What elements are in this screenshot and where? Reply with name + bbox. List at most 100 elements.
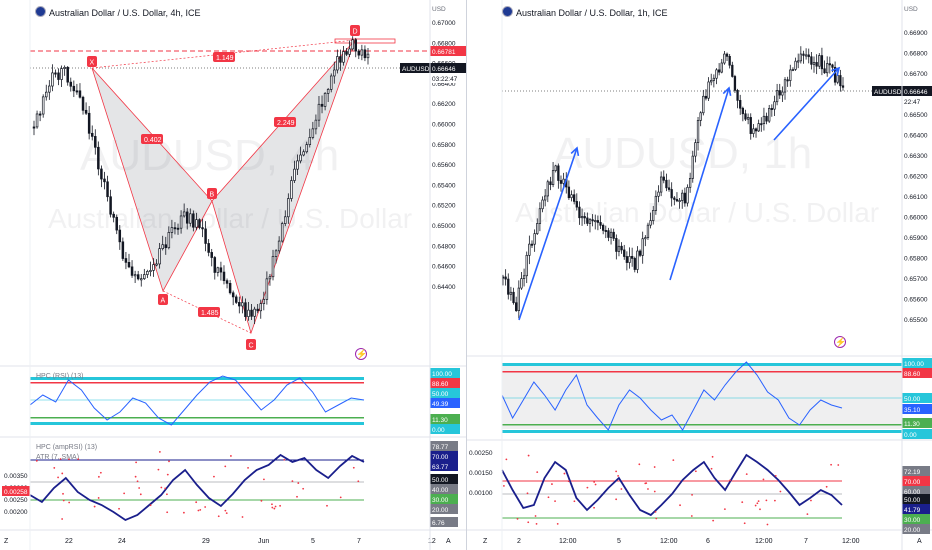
price-candle bbox=[557, 165, 560, 181]
amp-level-tag: 50.00 bbox=[432, 477, 449, 484]
price-candle bbox=[707, 81, 710, 99]
right-chart-pane[interactable]: AUDUSD, 1h Australian Dollar / U.S. Dolla… bbox=[467, 0, 932, 550]
atr-dot bbox=[536, 471, 539, 474]
rsi-level-tag-bg bbox=[430, 414, 460, 424]
price-candle bbox=[302, 151, 305, 156]
amp-level-tag: 63.77 bbox=[432, 464, 449, 471]
atr-dot bbox=[230, 455, 232, 457]
atr-dot bbox=[279, 504, 281, 507]
amp-axis-tick: 0.00150 bbox=[469, 470, 493, 477]
price-candle bbox=[507, 278, 510, 295]
price-candle bbox=[512, 291, 515, 304]
trend-arrow bbox=[518, 147, 578, 321]
price-candle bbox=[250, 309, 253, 317]
price-axis-tick: 0.66300 bbox=[904, 153, 928, 160]
rsi-level-tag-bg bbox=[902, 404, 932, 414]
atr-dot bbox=[644, 482, 647, 485]
price-candle bbox=[644, 237, 647, 240]
price-candle bbox=[791, 69, 795, 71]
amp-title: HPC (ampRSI) (13) bbox=[36, 444, 97, 451]
price-candle bbox=[636, 250, 639, 270]
left-chart-pane[interactable]: AUDUSD, 4h Australian Dollar / U.S. Dolla… bbox=[0, 0, 466, 550]
price-candle bbox=[268, 276, 272, 280]
price-candle bbox=[681, 192, 684, 201]
atr-dot bbox=[61, 472, 64, 475]
price-candle bbox=[265, 278, 269, 300]
price-candle bbox=[259, 303, 263, 312]
right-chart-canvas[interactable]: AUDUSD, 1h Australian Dollar / U.S. Dolla… bbox=[467, 0, 932, 550]
price-candle bbox=[247, 309, 250, 317]
rsi-level-tag: 100.00 bbox=[432, 371, 452, 378]
price-candle bbox=[691, 155, 694, 179]
atr-dot bbox=[779, 490, 782, 493]
price-candle bbox=[783, 79, 787, 93]
lightning-icon[interactable]: ⚡ bbox=[834, 336, 847, 348]
time-axis-tick: 12 bbox=[428, 538, 436, 545]
rsi-lower-band bbox=[30, 422, 364, 425]
atr-dot bbox=[157, 468, 160, 471]
price-candle bbox=[287, 198, 290, 218]
amp-level-tag: 20.00 bbox=[904, 527, 921, 534]
price-candle bbox=[583, 216, 586, 219]
price-candle bbox=[794, 60, 797, 70]
atr-dot bbox=[762, 478, 765, 481]
amp-axis-tick: 0.00200 bbox=[4, 509, 28, 516]
atr-dot bbox=[217, 515, 220, 518]
atr-dot bbox=[168, 460, 170, 463]
rsi-upper-band bbox=[502, 363, 902, 366]
amp-level-tag: 70.00 bbox=[432, 454, 449, 461]
price-candle bbox=[533, 233, 536, 245]
left-currency-label: USD bbox=[432, 6, 446, 13]
price-candle bbox=[517, 287, 520, 312]
price-candle bbox=[515, 302, 518, 312]
price-candle bbox=[773, 101, 776, 110]
price-axis-tick: 0.66500 bbox=[904, 112, 928, 119]
atr-dot bbox=[123, 492, 126, 495]
atr-dot bbox=[527, 454, 530, 457]
lightning-icon[interactable]: ⚡ bbox=[355, 348, 368, 360]
price-candle bbox=[649, 220, 652, 226]
zoom-corner-button: Z bbox=[483, 538, 488, 545]
rsi-level-tag: 88.60 bbox=[432, 381, 449, 388]
atr-dot bbox=[655, 517, 658, 520]
time-axis-tick: 7 bbox=[804, 538, 808, 545]
ratio-bg bbox=[213, 52, 235, 62]
auto-scale-button: A bbox=[917, 538, 922, 545]
arrowhead-icon bbox=[722, 86, 732, 96]
price-candle bbox=[607, 230, 610, 238]
pattern-point-bg bbox=[207, 188, 217, 199]
atr-dot bbox=[503, 485, 505, 487]
atr-dot bbox=[837, 464, 840, 466]
pane-divider[interactable] bbox=[466, 0, 467, 550]
price-candle bbox=[280, 223, 284, 242]
price-axis-tick: 0.64400 bbox=[432, 284, 456, 291]
price-candle bbox=[333, 69, 336, 77]
price-candle bbox=[207, 243, 210, 253]
price-candle bbox=[731, 64, 734, 77]
price-candle bbox=[219, 267, 223, 273]
left-chart-canvas[interactable]: AUDUSD, 4h Australian Dollar / U.S. Dolla… bbox=[0, 0, 466, 550]
countdown-tag-bg bbox=[902, 96, 932, 106]
symbol-tag: AUDUSD bbox=[874, 89, 902, 96]
price-candle bbox=[121, 241, 125, 259]
price-axis-tick: 0.65200 bbox=[432, 203, 456, 210]
price-candle bbox=[311, 128, 315, 138]
countdown-tag: 03:22:47 bbox=[432, 76, 458, 83]
rsi-shaded-zone bbox=[502, 365, 902, 429]
ratio-bg bbox=[274, 117, 296, 127]
time-axis-tick: 12:00 bbox=[559, 538, 577, 545]
price-axis-tick: 0.65400 bbox=[432, 182, 456, 189]
price-candle bbox=[778, 90, 781, 96]
level-price-tag: 0.66781 bbox=[432, 49, 456, 56]
price-candle bbox=[320, 103, 324, 107]
atr-dot bbox=[712, 519, 715, 522]
atr-dot bbox=[274, 505, 277, 508]
price-candle bbox=[596, 220, 600, 223]
price-candle bbox=[612, 231, 615, 239]
price-candle bbox=[109, 196, 112, 215]
price-axis-tick: 0.66000 bbox=[904, 215, 928, 222]
price-candle bbox=[609, 231, 613, 238]
pattern-point-label: C bbox=[249, 343, 254, 350]
price-candle bbox=[736, 90, 739, 101]
atr-dot bbox=[204, 506, 207, 508]
